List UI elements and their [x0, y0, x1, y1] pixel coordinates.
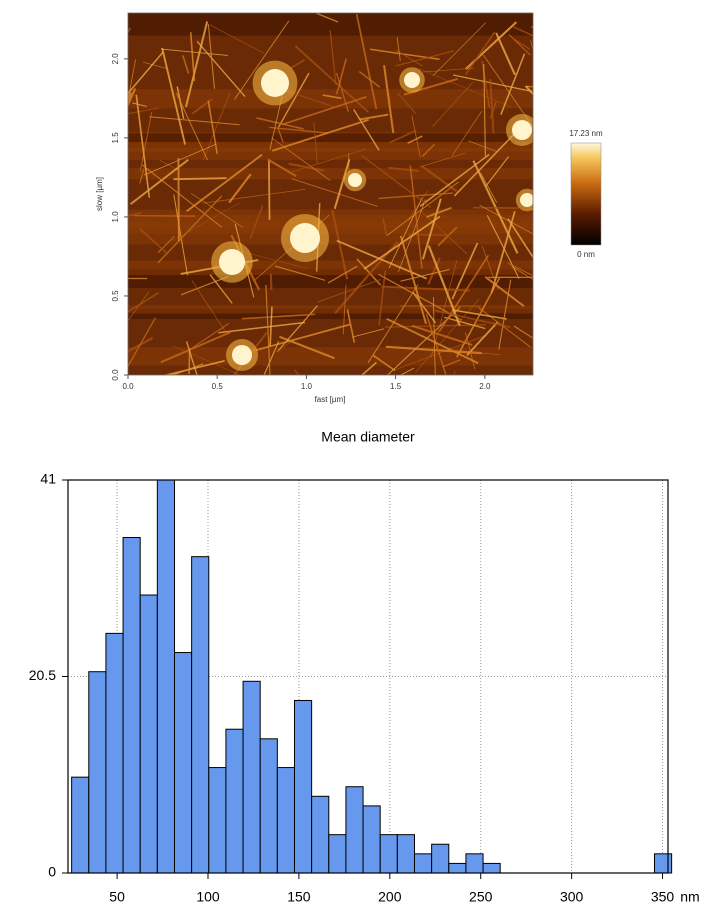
afm-blob — [404, 72, 420, 88]
afm-blob — [232, 345, 252, 365]
afm-fiber — [103, 93, 131, 162]
bar — [329, 835, 346, 873]
afm-band — [128, 148, 533, 160]
afm-band — [128, 133, 533, 142]
bar — [294, 700, 311, 873]
bar — [106, 633, 123, 873]
bar — [123, 538, 140, 873]
bar — [346, 787, 363, 873]
y-tick-label: 1.0 — [111, 211, 120, 223]
bar — [414, 854, 431, 873]
x-tick-label: 150 — [287, 889, 311, 905]
bar — [312, 796, 329, 873]
afm-fiber — [111, 316, 128, 324]
x-tick-label: 1.5 — [390, 382, 402, 391]
afm-blob — [261, 69, 289, 97]
bar — [174, 653, 191, 873]
bar — [72, 777, 89, 873]
colorbar-max: 17.23 nm — [569, 129, 603, 138]
x-unit: nm — [680, 889, 699, 905]
bar — [140, 595, 157, 873]
y-axis-label: slow [µm] — [95, 177, 104, 211]
afm-blob — [512, 120, 532, 140]
afm-blob — [219, 249, 245, 275]
afm-background — [128, 13, 533, 375]
bar — [209, 768, 226, 873]
bar — [277, 768, 294, 873]
y-tick-label: 1.5 — [111, 132, 120, 144]
y-tick-label: 41 — [40, 471, 56, 487]
x-tick-label: 1.0 — [301, 382, 313, 391]
afm-fiber — [173, 178, 226, 179]
bar — [226, 729, 243, 873]
y-tick-label: 0.0 — [111, 369, 120, 381]
x-tick-label: 300 — [560, 889, 584, 905]
x-tick-label: 250 — [469, 889, 493, 905]
x-tick-label: 50 — [109, 889, 125, 905]
bar — [157, 480, 174, 873]
x-tick-label: 200 — [378, 889, 402, 905]
afm-fiber — [73, 28, 131, 112]
bar — [89, 672, 106, 873]
y-tick-label: 0.5 — [111, 290, 120, 302]
bar — [449, 863, 466, 873]
afm-blob — [290, 223, 320, 253]
colorbar-min: 0 nm — [577, 250, 595, 259]
bar — [260, 739, 277, 873]
x-tick-label: 0.5 — [212, 382, 224, 391]
bar — [397, 835, 414, 873]
y-tick-label: 0 — [48, 864, 56, 880]
y-tick-label: 2.0 — [111, 53, 120, 65]
afm-blob — [348, 173, 362, 187]
bar — [243, 681, 260, 873]
y-tick-label: 20.5 — [29, 667, 56, 683]
x-tick-label: 0.0 — [122, 382, 134, 391]
bar — [654, 854, 671, 873]
x-tick-label: 2.0 — [479, 382, 491, 391]
afm-blob — [520, 193, 534, 207]
afm-fiber — [269, 160, 270, 220]
bar — [432, 844, 449, 873]
x-axis-label: fast [µm] — [315, 395, 346, 404]
x-tick-label: 350 — [651, 889, 675, 905]
bar — [466, 854, 483, 873]
bar — [483, 863, 500, 873]
chart-title: Mean diameter — [321, 429, 415, 445]
bar — [380, 835, 397, 873]
bar — [192, 557, 209, 873]
bar — [363, 806, 380, 873]
afm-image — [43, 13, 598, 435]
colorbar — [571, 143, 601, 245]
afm-fiber — [531, 27, 571, 41]
afm-fiber — [271, 274, 272, 290]
afm-fiber — [432, 371, 455, 435]
x-tick-label: 100 — [196, 889, 220, 905]
